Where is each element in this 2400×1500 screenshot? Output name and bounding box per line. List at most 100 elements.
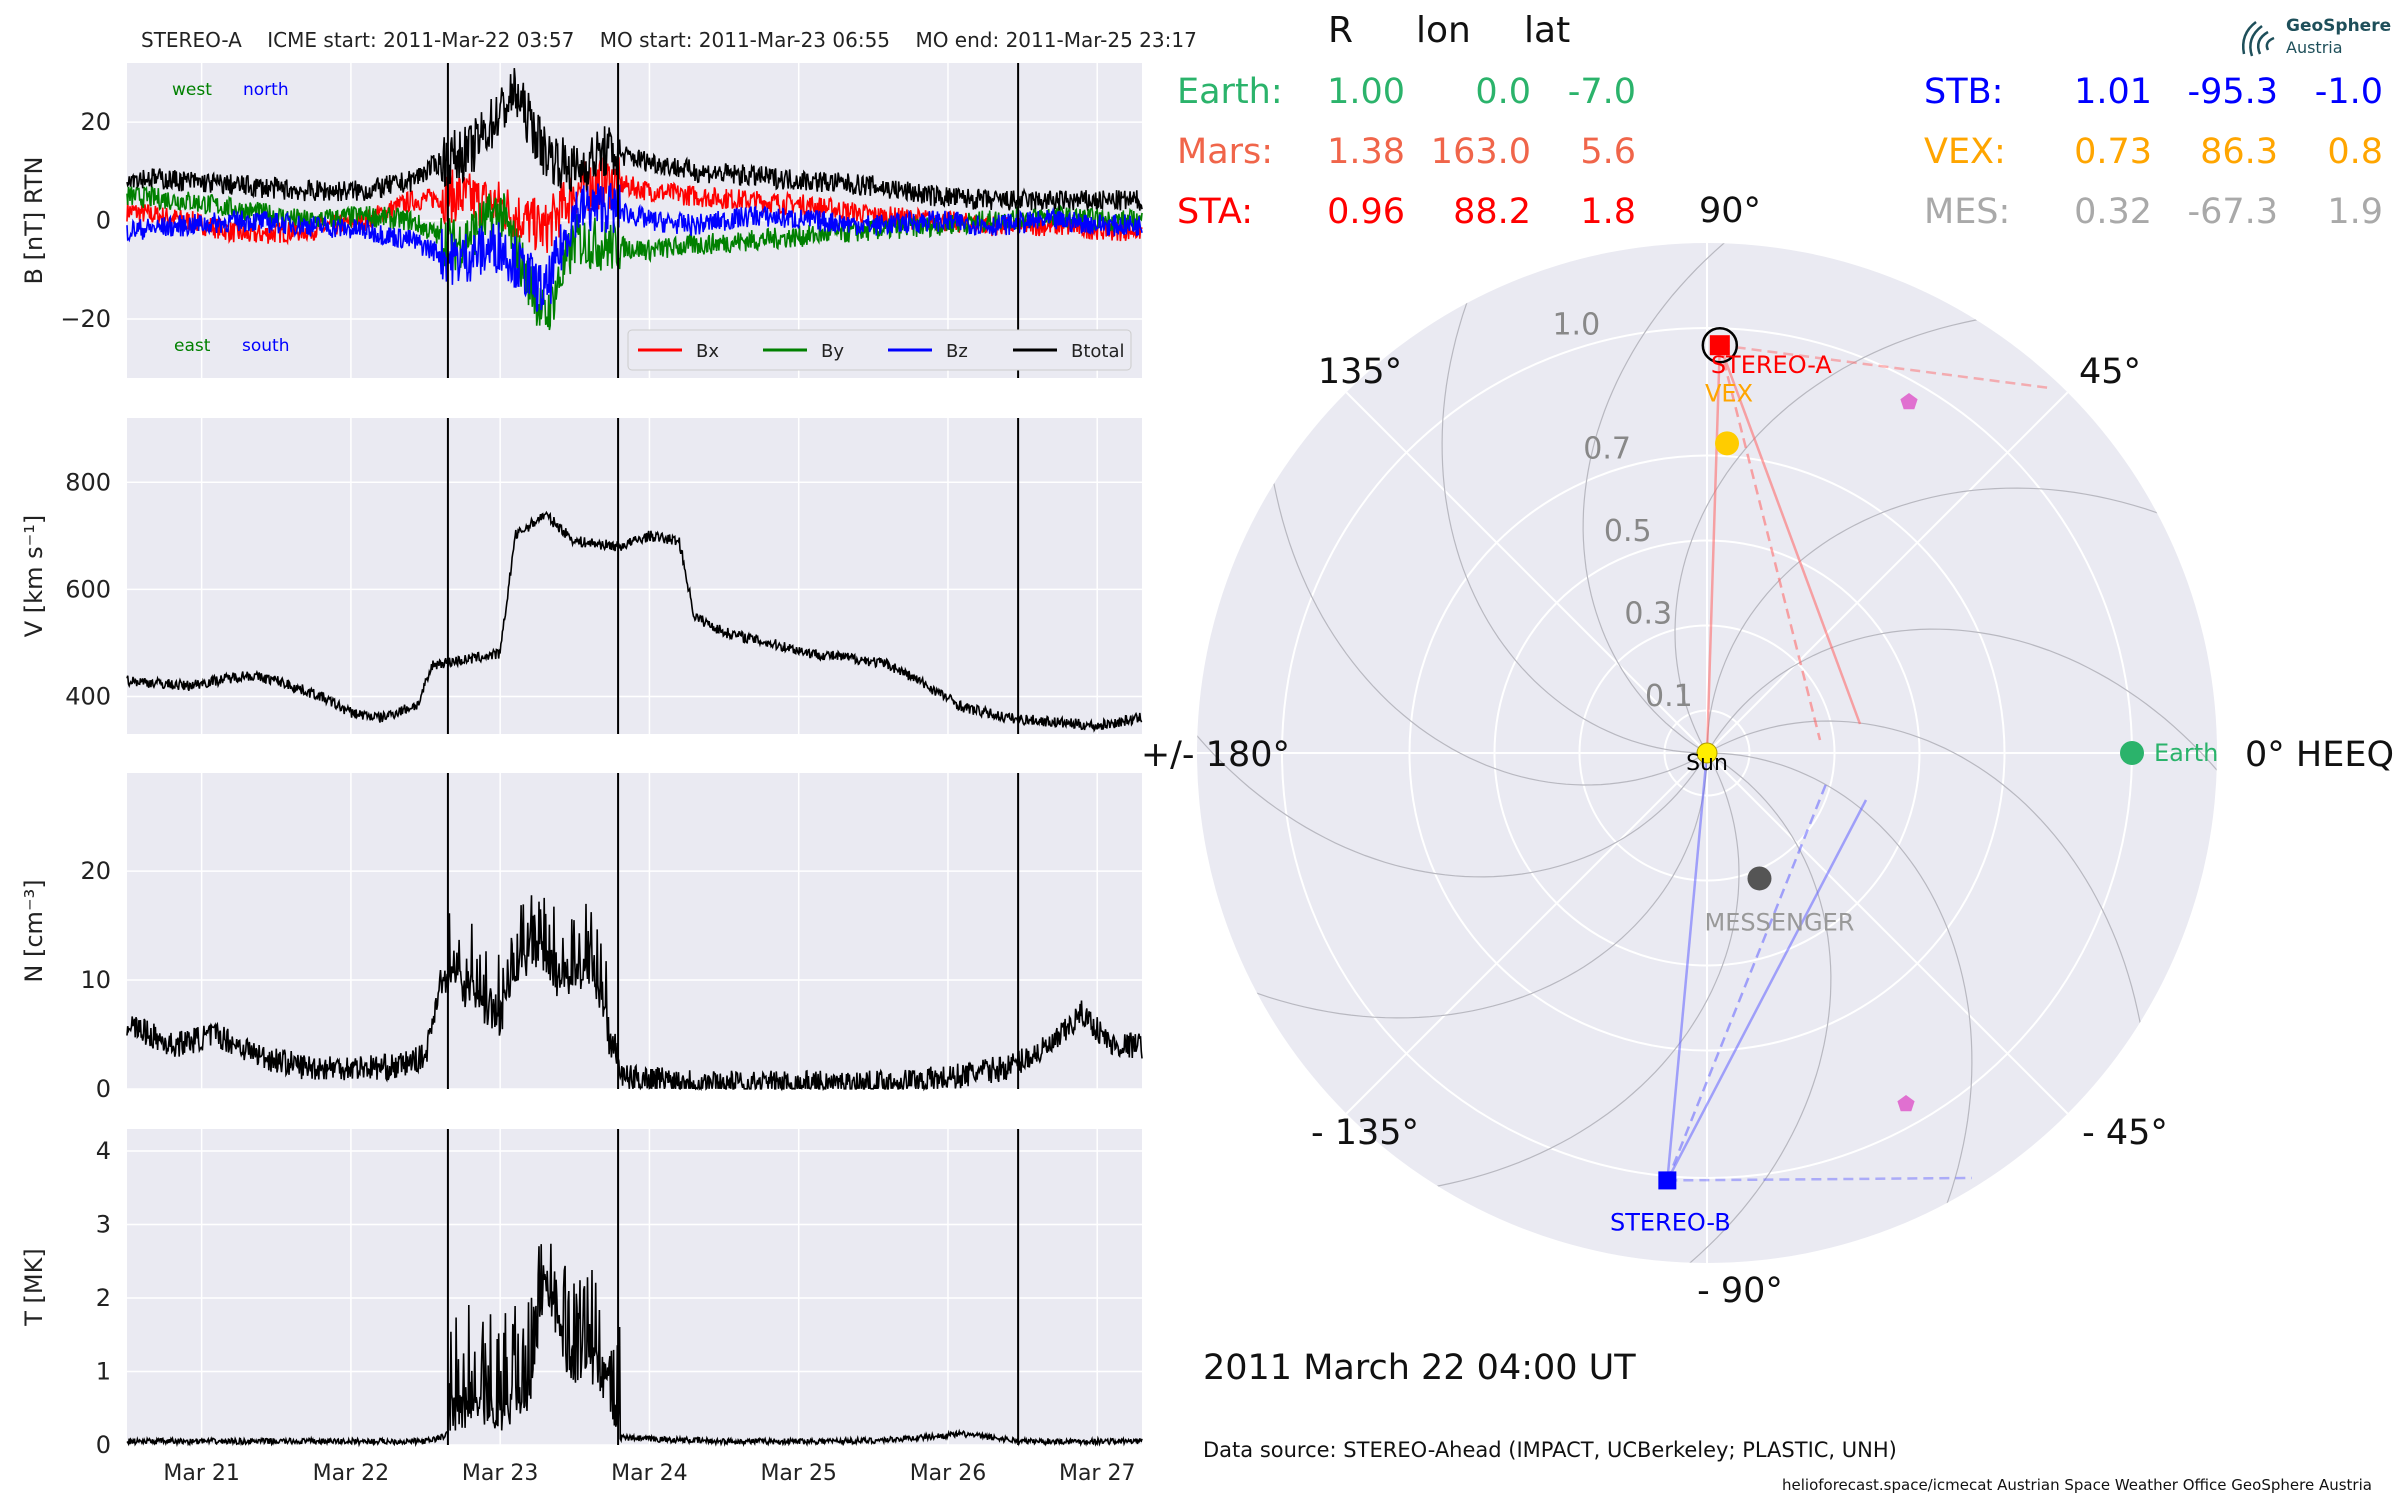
legend-label: By (821, 341, 844, 362)
x-tick-label: Mar 26 (910, 1461, 987, 1486)
radial-tick-label: 0.7 (1583, 431, 1631, 466)
angle-label: 0° HEEQ (2245, 735, 2394, 775)
sun-sta-line (1705, 345, 1722, 754)
angular-grid-line (1345, 391, 1708, 754)
position-row-earth: Earth: 1.00 0.0 -7.0 (1177, 72, 1636, 112)
legend-label: Bx (696, 341, 719, 362)
x-tick-label: Mar 25 (760, 1461, 837, 1486)
y-tick-label: 20 (80, 857, 111, 885)
series-line-bz (126, 183, 1143, 312)
col-header-r: R (1328, 10, 1354, 51)
series-line-n (126, 895, 1143, 1092)
radial-tick-label: 0.1 (1645, 679, 1693, 714)
legend-label: Bz (946, 341, 968, 362)
y-tick-label: 0 (96, 1075, 111, 1103)
y-axis-label: N [cm⁻³] (20, 879, 48, 982)
y-tick-label: 400 (65, 683, 111, 711)
y-axis-label: T [MK] (20, 1248, 48, 1326)
panel-2: 400 600 800 V [km s⁻¹] (20, 418, 1143, 734)
sta-field-line (1718, 344, 1862, 725)
pos-r: 1.38 (1327, 132, 1405, 172)
pos-lon: 88.2 (1453, 192, 1531, 232)
y-tick-label: 0 (96, 1431, 111, 1459)
angle-label: +/- 180° (1141, 735, 1290, 775)
panel-background (127, 418, 1142, 734)
sun-stb-line (1666, 752, 1709, 1181)
x-tick-label: Mar 21 (163, 1461, 240, 1486)
stereo-b-marker (1658, 1171, 1677, 1190)
x-tick-label: Mar 24 (611, 1461, 688, 1486)
pos-r: 0.96 (1327, 192, 1405, 232)
spiral-line (1441, 255, 1708, 754)
header-mo-start: MO start: 2011-Mar-23 06:55 (599, 28, 891, 52)
messenger-marker (1747, 866, 1772, 891)
pos-r: 0.32 (2074, 192, 2152, 232)
pentagon-marker (1897, 1095, 1915, 1112)
sun-label: Sun (1686, 751, 1728, 776)
pos-lat: -7.0 (1567, 72, 1636, 112)
panel-3: 0 10 20 N [cm⁻³] (20, 773, 1143, 1103)
parker-spirals (1197, 243, 2217, 1263)
pos-name: Mars: (1177, 132, 1274, 172)
angle-label: - 90° (1697, 1271, 1783, 1311)
stb-field-line (1666, 799, 1868, 1181)
panel-4: 0 1 2 3 4 T [MK] (20, 1129, 1143, 1459)
angle-label: - 135° (1311, 1113, 1419, 1153)
radial-tick-label: 1.0 (1552, 308, 1600, 343)
stb-direction-line (1667, 1176, 1973, 1182)
y-tick-label: 800 (65, 468, 111, 496)
position-row-vex: VEX: 0.73 86.3 0.8 (1924, 132, 2383, 172)
pos-name: Earth: (1177, 72, 1283, 112)
vex-label: VEX (1705, 379, 1753, 407)
pos-lat: 0.8 (2327, 132, 2383, 172)
radial-tick-label: 0.5 (1604, 514, 1652, 549)
pos-r: 0.73 (2074, 132, 2152, 172)
position-row-mars: Mars: 1.38 163.0 5.6 (1177, 132, 1636, 172)
earth-label: Earth (2154, 739, 2218, 767)
spiral-line (1266, 433, 1708, 786)
header-icme-start: ICME start: 2011-Mar-22 03:57 (267, 28, 575, 52)
x-tick-label: Mar 27 (1059, 1461, 1136, 1486)
vex-marker (1715, 431, 1740, 456)
spiral-line (1197, 695, 1708, 878)
pos-name: MES: (1924, 192, 2011, 232)
spiral-line (1649, 752, 1832, 1263)
pos-lat: 1.8 (1580, 192, 1636, 232)
annotation-east: east (174, 336, 211, 356)
annotation-west: west (172, 80, 212, 100)
pos-r: 1.00 (1327, 72, 1405, 112)
pos-lat: 1.9 (2327, 192, 2383, 232)
legend-label: Btotal (1071, 341, 1125, 362)
pos-lon: -95.3 (2187, 72, 2278, 112)
messenger-label: MESSENGER (1705, 908, 1855, 936)
radial-tick-label: 0.3 (1624, 596, 1672, 631)
logo-line1: GeoSphere (2286, 16, 2392, 36)
annotation-south: south (242, 336, 289, 356)
polar-position-plot: 0.1 0.3 0.5 0.7 1.0 90° 45° 0° HEEQ - 45° - 90° - … (1141, 191, 2394, 1311)
angular-grid-line (1345, 752, 1708, 1115)
position-row-stb: STB: 1.01 -95.3 -1.0 (1924, 72, 2383, 112)
series-line-v (126, 510, 1143, 733)
credits: helioforecast.space/icmecat Austrian Spa… (1782, 1476, 2372, 1494)
series-line-t (126, 1243, 1143, 1448)
angle-label: 135° (1318, 352, 1402, 392)
x-tick-label: Mar 22 (313, 1461, 390, 1486)
pos-name: STB: (1924, 72, 2004, 112)
earth-marker (2120, 741, 2144, 765)
header-line: STEREO-A ICME start: 2011-Mar-22 03:57 M… (141, 28, 1197, 52)
pos-lon: 163.0 (1430, 132, 1531, 172)
y-axis-label: B [nT] RTN (20, 157, 48, 285)
pos-lon: -67.3 (2187, 192, 2278, 232)
spiral-line (1209, 752, 1708, 1019)
spiral-line (1387, 752, 1740, 1194)
pos-lat: -1.0 (2314, 72, 2383, 112)
header-mo-end: MO end: 2011-Mar-25 23:17 (915, 28, 1197, 52)
col-header-lon: lon (1416, 10, 1471, 51)
stereo-a-label: STEREO-A (1711, 351, 1833, 379)
angle-label: 45° (2079, 352, 2141, 392)
y-tick-label: 4 (96, 1137, 111, 1165)
pos-r: 1.01 (2074, 72, 2152, 112)
data-source: Data source: STEREO-Ahead (IMPACT, UCBer… (1203, 1438, 1897, 1462)
